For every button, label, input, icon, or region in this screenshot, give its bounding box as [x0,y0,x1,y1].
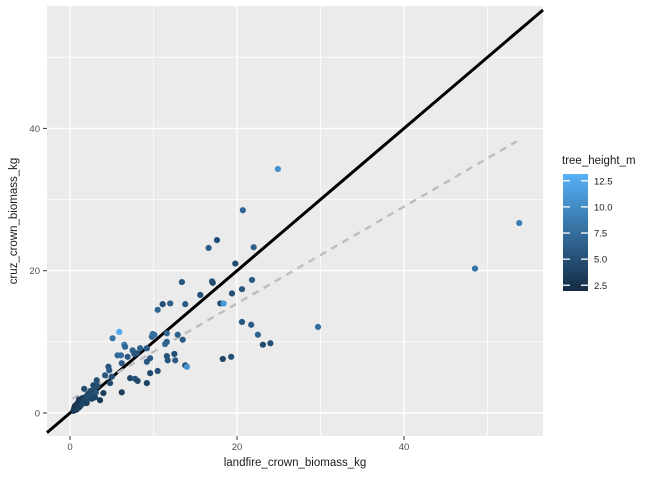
identity-line [46,8,544,434]
data-point [96,397,104,404]
data-point [109,335,116,342]
data-point [220,300,227,307]
data-point [259,341,266,348]
data-point [137,345,144,352]
data-point [154,367,161,375]
data-point [248,321,255,328]
data-point [167,300,174,307]
x-tick-label: 0 [67,442,72,453]
data-point [213,237,221,244]
data-point [147,355,154,362]
data-point [163,338,170,345]
data-point [232,260,239,267]
data-point [178,278,185,286]
legend-tick-label: 7.5 [594,229,607,240]
data-point [147,370,154,377]
data-point [183,363,190,370]
data-point [205,244,212,252]
data-point [228,353,235,360]
data-point [143,345,150,352]
data-point [124,353,131,360]
data-point [172,357,179,364]
data-point [274,165,282,173]
data-point [238,318,246,326]
data-point [248,276,256,284]
data-point [250,244,257,251]
data-point [92,389,99,396]
data-point [151,331,158,338]
x-tick-label: 20 [232,442,243,453]
data-point [314,323,322,331]
y-tick-label: 40 [29,124,40,135]
data-point [100,389,107,397]
data-point [516,219,523,227]
legend-title: tree_height_m [562,155,636,167]
data-point [159,301,166,308]
y-tick-label: 0 [35,409,40,420]
data-point [93,377,100,384]
data-point [117,352,125,359]
data-point [81,385,88,392]
data-point [164,357,171,364]
data-point [154,306,161,313]
data-point [163,330,170,337]
x-axis-title: landfire_crown_biomass_kg [223,457,367,469]
y-tick-label: 20 [29,266,40,277]
data-point [239,207,246,214]
data-point [101,372,109,379]
data-point [197,291,204,298]
data-point [106,380,114,387]
x-tick-label: 40 [399,442,410,453]
data-point [254,331,261,338]
data-point [118,389,125,396]
legend-tick-label: 5.0 [594,255,607,266]
data-point [108,373,115,380]
data-point [122,343,129,350]
data-point [91,394,99,401]
data-point [133,350,140,357]
data-point [228,290,236,297]
data-point [94,382,101,390]
data-point [127,375,134,382]
data-point [209,279,216,286]
data-point [219,355,226,363]
data-point [134,377,141,385]
data-point [174,331,181,338]
data-point [471,265,479,272]
data-point [143,380,150,387]
data-point [267,340,274,347]
data-point [179,336,186,343]
y-axis-title: cruz_crown_biomass_kg [8,157,20,285]
data-point [171,350,178,358]
data-point [238,286,246,293]
legend-tick-label: 10.0 [594,202,613,213]
legend-tick-label: 2.5 [594,281,607,292]
data-point [182,301,189,308]
data-point [106,367,113,374]
legend-tick-label: 12.5 [594,176,613,187]
data-point [116,328,123,335]
data-point [118,360,125,367]
